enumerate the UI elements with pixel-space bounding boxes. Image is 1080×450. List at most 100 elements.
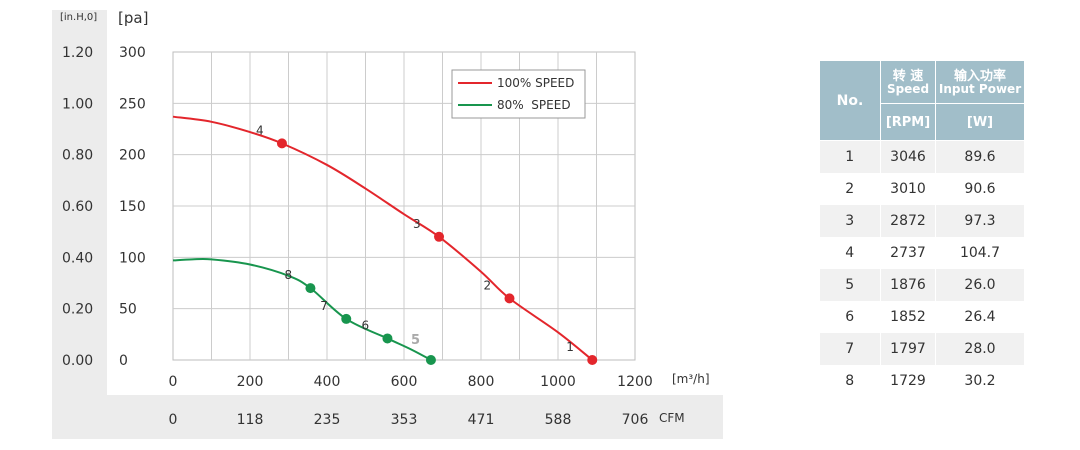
y-tick-label-pa: 200 xyxy=(119,148,146,164)
x-tick-label-cfm: 0 xyxy=(169,412,178,428)
points: 1 2 3 4 5 6 7 8 xyxy=(256,123,598,365)
x-tick-label-m3h: 400 xyxy=(314,374,341,390)
chart-svg: 3001.202501.002000.801500.601000.40500.2… xyxy=(52,10,723,439)
unit-m3h: [m³/h] xyxy=(672,372,710,386)
cell-no: 8 xyxy=(819,365,881,397)
point-label: 2 xyxy=(483,278,491,292)
operating-point xyxy=(434,231,445,242)
cell-rpm: 2872 xyxy=(880,205,936,237)
point-label: 4 xyxy=(256,123,264,137)
point-label: 7 xyxy=(320,299,328,313)
y-tick-label-inh2o: 0.60 xyxy=(62,199,93,215)
operating-point xyxy=(305,283,316,294)
y-tick-label-inh2o: 0.40 xyxy=(62,250,93,266)
cell-rpm: 1876 xyxy=(880,269,936,301)
header-no: No. xyxy=(819,60,881,141)
legend-label-80: 80% SPEED xyxy=(497,98,571,112)
table-row: 2 3010 90.6 xyxy=(819,173,1025,205)
x-tick-label-m3h: 600 xyxy=(391,374,418,390)
y-tick-label-pa: 300 xyxy=(119,45,146,61)
cell-no: 1 xyxy=(819,140,881,173)
x-tick-label-cfm: 706 xyxy=(622,412,649,428)
header-speed-unit: [RPM] xyxy=(880,103,936,141)
operating-point xyxy=(587,355,598,365)
cell-watt: 30.2 xyxy=(935,365,1025,397)
operating-point xyxy=(425,355,436,365)
legend-label-100: 100% SPEED xyxy=(497,76,574,90)
y-tick-label-pa: 50 xyxy=(119,302,137,318)
unit-pa: [pa] xyxy=(118,9,149,27)
y-tick-label-inh2o: 0.20 xyxy=(62,302,93,318)
cell-watt: 26.0 xyxy=(935,269,1025,301)
operating-point xyxy=(382,333,393,344)
x-tick-label-cfm: 118 xyxy=(237,412,264,428)
cell-rpm: 3046 xyxy=(880,140,936,173)
table-row: 4 2737 104.7 xyxy=(819,237,1025,269)
cell-watt: 26.4 xyxy=(935,301,1025,333)
cell-watt: 90.6 xyxy=(935,173,1025,205)
operating-point xyxy=(276,138,287,149)
table-row: 5 1876 26.0 xyxy=(819,269,1025,301)
x-tick-labels: 0 200 400 600 800 1000 1200 0 118 235 353 471 588 706 xyxy=(169,374,653,428)
x-tick-label-cfm: 588 xyxy=(545,412,572,428)
y-tick-label-pa: 150 xyxy=(119,199,146,215)
legend-box xyxy=(451,69,586,119)
cell-watt: 89.6 xyxy=(935,140,1025,173)
cell-rpm: 1797 xyxy=(880,333,936,365)
cell-rpm: 2737 xyxy=(880,237,936,269)
header-power-cn: 输入功率 xyxy=(953,68,1006,84)
series-line-80 xyxy=(172,257,432,361)
x-tick-label-m3h: 800 xyxy=(468,374,495,390)
y-axis-band xyxy=(52,10,107,395)
cell-no: 4 xyxy=(819,237,881,269)
unit-cfm: CFM xyxy=(659,411,685,425)
y-tick-label-inh2o: 1.00 xyxy=(62,96,93,112)
cell-watt: 97.3 xyxy=(935,205,1025,237)
y-tick-label-pa: 0 xyxy=(119,353,128,369)
header-speed: 转 速 Speed xyxy=(880,60,936,104)
point-label: 8 xyxy=(284,268,292,282)
y-tick-label-inh2o: 1.20 xyxy=(62,45,93,61)
y-tick-labels: 300 1.20 250 1.00 200 0.80 150 0.60 100 0.40 50 0.2… xyxy=(62,45,146,369)
cell-watt: 28.0 xyxy=(935,333,1025,365)
cell-no: 5 xyxy=(819,269,881,301)
x-tick-label-cfm: 353 xyxy=(391,412,418,428)
cell-no: 2 xyxy=(819,173,881,205)
legend: 100% SPEED 80% SPEED xyxy=(451,69,586,119)
table-row: 8 1729 30.2 xyxy=(819,365,1025,397)
x-axis-band xyxy=(52,395,723,439)
x-tick-label-cfm: 471 xyxy=(468,412,495,428)
operating-point xyxy=(504,293,515,304)
x-tick-label-cfm: 235 xyxy=(314,412,341,428)
fan-performance-chart: 300 1.20 250 1.00 200 0.80 150 0.60 100 0.40 50 0.2… xyxy=(52,9,723,439)
cell-no: 7 xyxy=(819,333,881,365)
point-label: 1 xyxy=(566,340,574,354)
header-speed-en: Speed xyxy=(886,81,930,96)
header-power-en: Input Power xyxy=(938,81,1022,96)
table-row: 1 3046 89.6 xyxy=(819,140,1025,173)
table-row: 6 1852 26.4 xyxy=(819,301,1025,333)
x-tick-label-m3h: 0 xyxy=(169,374,178,390)
y-tick-label-pa: 100 xyxy=(119,250,146,266)
x-tick-label-m3h: 200 xyxy=(237,374,264,390)
table-row: 3 2872 97.3 xyxy=(819,205,1025,237)
point-label: 5 xyxy=(411,333,420,348)
point-label: 3 xyxy=(413,217,421,231)
cell-rpm: 1852 xyxy=(880,301,936,333)
table-row: 7 1797 28.0 xyxy=(819,333,1025,365)
performance-table: No. 转 速 Speed 输入功率 Input Power [RPM] [W]… xyxy=(819,60,1025,397)
unit-inh2o: [in.H,0] xyxy=(60,12,98,23)
cell-rpm: 3010 xyxy=(880,173,936,205)
header-speed-cn: 转 速 xyxy=(892,68,924,84)
header-power: 输入功率 Input Power xyxy=(935,60,1025,104)
y-tick-label-inh2o: 0.00 xyxy=(62,353,93,369)
cell-no: 3 xyxy=(819,205,881,237)
x-tick-label-m3h: 1200 xyxy=(617,374,653,390)
x-tick-label-m3h: 1000 xyxy=(540,374,576,390)
point-label: 6 xyxy=(361,318,369,332)
cell-no: 6 xyxy=(819,301,881,333)
y-tick-label-pa: 250 xyxy=(119,96,146,112)
y-tick-label-inh2o: 0.80 xyxy=(62,148,93,164)
cell-watt: 104.7 xyxy=(935,237,1025,269)
cell-rpm: 1729 xyxy=(880,365,936,397)
